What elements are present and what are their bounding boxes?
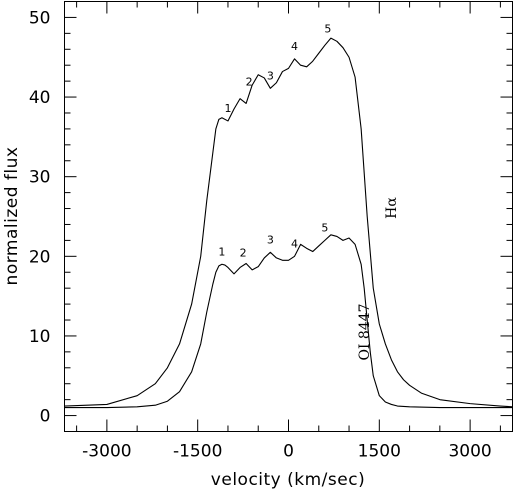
x-tick-label: 0 — [283, 442, 294, 462]
peak-labels: 1 2 3 4 5 1 2 3 4 5 — [218, 23, 331, 260]
peak-label: 1 — [218, 245, 225, 258]
y-axis-label: normalized flux — [2, 147, 22, 286]
peak-label: 4 — [291, 237, 298, 250]
x-tick-label: -1500 — [173, 442, 222, 462]
oi8447-line — [64, 234, 513, 409]
peak-label: 2 — [240, 246, 247, 259]
peak-label: 1 — [224, 102, 231, 115]
peak-label: 5 — [321, 221, 328, 234]
x-axis-label: velocity (km/sec) — [211, 470, 365, 490]
y-tick-label: 0 — [40, 407, 51, 427]
y-tick-label: 40 — [29, 88, 51, 108]
plot-frame — [64, 1, 513, 432]
peak-label: 4 — [291, 40, 298, 53]
y-tick-labels: 0 10 20 30 40 50 — [29, 8, 51, 426]
peak-label: 5 — [324, 23, 331, 36]
series-label-oi8447: OI 8447 — [357, 303, 373, 360]
axis-ticks — [64, 1, 513, 432]
x-tick-label: 1500 — [358, 442, 401, 462]
halpha-line — [64, 37, 513, 408]
peak-label: 3 — [267, 233, 274, 246]
y-tick-label: 20 — [29, 247, 51, 267]
x-tick-labels: -3000 -1500 0 1500 3000 — [82, 442, 492, 462]
y-tick-label: 30 — [29, 168, 51, 188]
series-label-halpha: Hα — [384, 197, 400, 219]
series-lines — [64, 37, 513, 409]
y-tick-label: 50 — [29, 8, 51, 28]
x-tick-label: -3000 — [82, 442, 131, 462]
y-tick-label: 10 — [29, 327, 51, 347]
x-tick-label: 3000 — [448, 442, 491, 462]
peak-label: 3 — [267, 69, 274, 82]
peak-label: 2 — [246, 75, 253, 88]
